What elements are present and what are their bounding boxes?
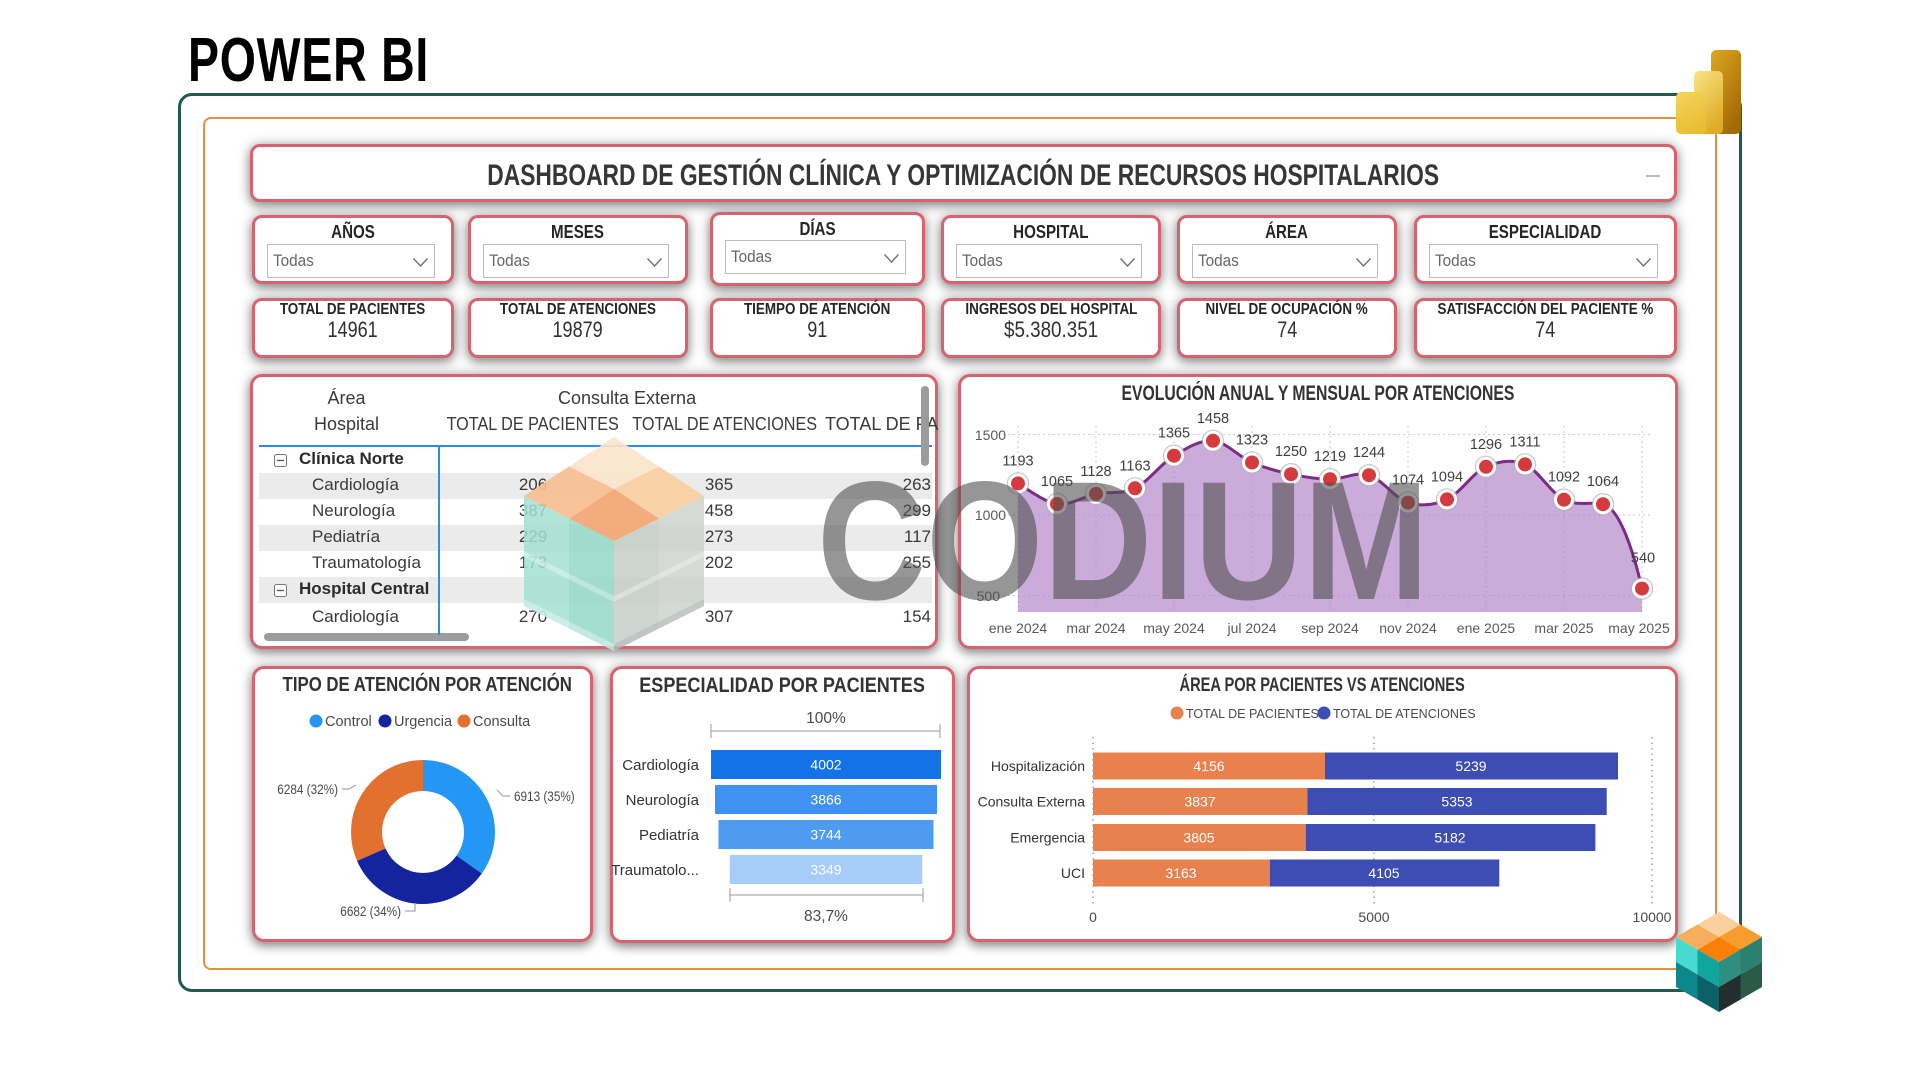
svg-text:ene 2024: ene 2024 [989, 620, 1048, 636]
svg-text:1244: 1244 [1353, 445, 1385, 461]
svg-text:83,7%: 83,7% [804, 908, 848, 925]
svg-text:3163: 3163 [1165, 865, 1196, 881]
svg-text:mar 2025: mar 2025 [1534, 620, 1593, 636]
svg-text:5182: 5182 [1434, 830, 1465, 846]
svg-text:3837: 3837 [1184, 794, 1215, 810]
svg-text:Emergencia: Emergencia [1010, 830, 1085, 846]
svg-text:1074: 1074 [1392, 473, 1424, 489]
svg-text:1065: 1065 [1041, 474, 1073, 490]
svg-text:Neurología: Neurología [626, 792, 700, 809]
svg-text:1250: 1250 [1275, 444, 1307, 460]
svg-text:1000: 1000 [975, 507, 1006, 523]
svg-text:Control: Control [325, 714, 372, 730]
svg-text:1092: 1092 [1548, 470, 1580, 486]
svg-text:Consulta: Consulta [473, 714, 531, 730]
svg-text:0: 0 [1089, 909, 1097, 925]
svg-text:may 2025: may 2025 [1608, 620, 1670, 636]
svg-text:5000: 5000 [1358, 909, 1389, 925]
svg-text:Traumatolo...: Traumatolo... [611, 862, 699, 879]
svg-text:5353: 5353 [1441, 794, 1472, 810]
svg-text:1064: 1064 [1587, 474, 1619, 490]
svg-text:1163: 1163 [1119, 458, 1150, 474]
svg-text:1296: 1296 [1470, 437, 1502, 453]
svg-text:10000: 10000 [1633, 909, 1672, 925]
svg-text:Consulta Externa: Consulta Externa [978, 794, 1086, 810]
svg-text:540: 540 [1631, 551, 1655, 567]
svg-text:3744: 3744 [810, 827, 841, 843]
svg-text:1219: 1219 [1314, 449, 1346, 465]
svg-text:TOTAL DE ATENCIONES: TOTAL DE ATENCIONES [1333, 707, 1476, 721]
svg-text:5239: 5239 [1455, 758, 1486, 774]
svg-text:1128: 1128 [1080, 464, 1111, 480]
svg-text:1193: 1193 [1002, 453, 1033, 469]
svg-text:1311: 1311 [1509, 434, 1540, 450]
svg-text:mar 2024: mar 2024 [1066, 620, 1125, 636]
svg-text:UCI: UCI [1061, 865, 1085, 881]
svg-text:4156: 4156 [1193, 758, 1224, 774]
svg-text:TOTAL DE PACIENTES: TOTAL DE PACIENTES [1186, 707, 1319, 721]
svg-text:100%: 100% [806, 710, 846, 727]
svg-text:may 2024: may 2024 [1143, 620, 1205, 636]
svg-text:1500: 1500 [975, 427, 1006, 443]
svg-text:3805: 3805 [1183, 830, 1214, 846]
svg-text:Pediatría: Pediatría [639, 827, 700, 844]
svg-text:4105: 4105 [1368, 865, 1399, 881]
svg-text:1365: 1365 [1158, 426, 1190, 442]
svg-text:6913 (35%): 6913 (35%) [514, 788, 575, 804]
svg-text:6284 (32%): 6284 (32%) [277, 781, 338, 797]
svg-text:1094: 1094 [1431, 469, 1463, 485]
svg-text:6682 (34%): 6682 (34%) [340, 903, 401, 919]
svg-text:Hospitalización: Hospitalización [991, 758, 1085, 774]
svg-text:Urgencia: Urgencia [394, 714, 453, 730]
svg-text:3349: 3349 [810, 862, 841, 878]
svg-text:1323: 1323 [1236, 433, 1268, 449]
svg-text:3866: 3866 [810, 792, 841, 808]
svg-text:sep 2024: sep 2024 [1301, 620, 1359, 636]
svg-text:500: 500 [977, 588, 1001, 604]
svg-text:ene 2025: ene 2025 [1457, 620, 1516, 636]
svg-text:1458: 1458 [1197, 411, 1229, 427]
svg-text:4002: 4002 [810, 757, 841, 773]
svg-text:nov 2024: nov 2024 [1379, 620, 1437, 636]
svg-text:jul 2024: jul 2024 [1226, 620, 1276, 636]
svg-text:Cardiología: Cardiología [622, 757, 699, 774]
